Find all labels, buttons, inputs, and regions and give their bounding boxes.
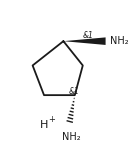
Text: +: +: [49, 115, 55, 124]
Text: NH₂: NH₂: [110, 36, 129, 46]
Text: H: H: [40, 120, 48, 130]
Text: &1: &1: [69, 87, 80, 96]
Text: NH₂: NH₂: [62, 132, 81, 142]
Polygon shape: [63, 37, 106, 45]
Text: &1: &1: [83, 31, 94, 40]
